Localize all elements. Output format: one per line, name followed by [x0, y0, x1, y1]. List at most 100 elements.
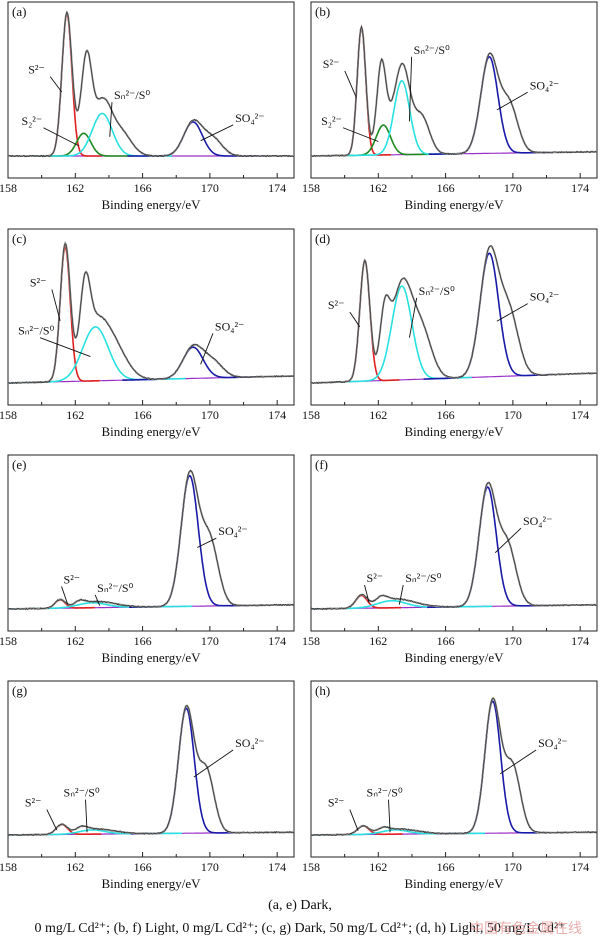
panel-label: (b)	[315, 4, 330, 19]
peak-label: SO₄²⁻	[235, 111, 264, 125]
x-tick-label: 162	[369, 860, 387, 874]
label-leader-line	[388, 799, 391, 833]
label-leader-line	[496, 91, 528, 111]
peak-label: S²⁻	[323, 57, 340, 71]
envelope-line	[8, 704, 294, 836]
x-axis-label: Binding energy/eV	[404, 876, 504, 891]
panel-label: (d)	[315, 231, 330, 246]
x-tick-label: 174	[268, 408, 286, 422]
peak-sn	[331, 285, 472, 384]
x-tick-label: 162	[369, 181, 387, 195]
label-leader-line	[496, 303, 528, 322]
peak-sn	[31, 112, 172, 157]
peak-label: S²⁻	[30, 275, 47, 289]
figure-caption-line-2: 0 mg/L Cd²⁺; (b, f) Light, 0 mg/L Cd²⁺; …	[34, 921, 566, 936]
x-tick-label: 162	[369, 634, 387, 648]
label-leader-line	[398, 584, 404, 605]
peak-so4	[423, 252, 555, 380]
x-tick-label: 158	[302, 181, 320, 195]
label-leader-line	[197, 537, 217, 548]
panel-g: 158 162 166 170 174 Binding energy/eV (g) S²⁻ Sₙ…	[0, 680, 295, 891]
x-tick-label: 174	[268, 181, 286, 195]
x-tick-label: 158	[0, 634, 17, 648]
peak-label: S₂²⁻	[321, 114, 342, 128]
peak-label: Sₙ²⁻/S⁰	[367, 786, 403, 800]
peak-s2	[329, 258, 400, 384]
x-axis-label: Binding energy/eV	[101, 424, 201, 439]
x-tick-label: 170	[504, 408, 522, 422]
label-leader-line	[61, 586, 69, 605]
x-tick-label: 174	[268, 634, 286, 648]
peak-label: Sₙ²⁻/S⁰	[405, 571, 441, 585]
label-leader-line	[85, 799, 88, 833]
peak-label: S²⁻	[328, 796, 345, 810]
label-leader-line	[494, 527, 522, 554]
panel-h: 158 162 166 170 174 Binding energy/eV (h) S²⁻ Sₙ…	[302, 680, 598, 891]
raw-data-line	[310, 25, 598, 158]
plot-frame	[7, 454, 295, 632]
x-tick-label: 158	[0, 408, 17, 422]
plot-frame	[310, 680, 598, 858]
peak-label: SO₄²⁻	[530, 290, 559, 304]
label-leader-line	[408, 297, 418, 338]
x-axis-label: Binding energy/eV	[404, 197, 504, 212]
x-axis-label: Binding energy/eV	[404, 650, 504, 665]
x-axis-label: Binding energy/eV	[101, 650, 201, 665]
x-tick-label: 174	[571, 634, 589, 648]
plot-frame	[7, 1, 295, 179]
x-tick-label: 170	[201, 860, 219, 874]
label-leader-line	[193, 749, 234, 778]
peak-label: Sₙ²⁻/S⁰	[97, 581, 133, 595]
peak-label: Sₙ²⁻/S⁰	[414, 43, 450, 57]
label-leader-line	[500, 749, 537, 775]
peak-label: Sₙ²⁻/S⁰	[18, 324, 54, 338]
panel-label: (c)	[12, 231, 26, 246]
watermark: 中国有色金属在线	[470, 921, 582, 937]
x-tick-label: 158	[302, 634, 320, 648]
peak-label: SO₄²⁻	[218, 524, 247, 538]
x-tick-label: 166	[134, 181, 152, 195]
peak-so4	[127, 121, 258, 157]
x-tick-label: 174	[571, 181, 589, 195]
x-tick-label: 158	[302, 408, 320, 422]
panel-label: (a)	[12, 4, 26, 19]
peak-label: S²⁻	[25, 796, 42, 810]
peak-label: S²⁻	[64, 572, 81, 586]
envelope-line	[311, 481, 598, 610]
x-tick-label: 170	[201, 634, 219, 648]
panel-a: 158 162 166 170 174 Binding energy/eV (a) S²⁻ S₂…	[0, 1, 295, 212]
label-leader-line	[364, 584, 370, 603]
peak-so4	[437, 699, 548, 835]
raw-data-line	[310, 697, 598, 837]
label-leader-line	[344, 70, 357, 98]
peak-so4	[427, 486, 548, 609]
x-tick-label: 170	[201, 408, 219, 422]
x-tick-label: 166	[437, 634, 455, 648]
label-leader-line	[39, 337, 91, 357]
raw-data-line	[7, 469, 295, 611]
x-axis-label: Binding energy/eV	[101, 876, 201, 891]
panel-d: 158 162 166 170 174 Binding energy/eV (d) S²⁻ Sₙ…	[302, 228, 598, 439]
x-tick-label: 166	[134, 634, 152, 648]
peak-label: SO₄²⁻	[538, 736, 567, 750]
x-tick-label: 170	[201, 181, 219, 195]
label-leader-line	[94, 594, 101, 606]
raw-data-line	[7, 243, 295, 385]
x-tick-label: 170	[504, 634, 522, 648]
raw-data-line	[7, 705, 295, 837]
figure-caption-line-1: (a, e) Dark,	[268, 898, 332, 913]
label-leader-line	[200, 333, 214, 365]
label-leader-line	[51, 289, 61, 321]
envelope-line	[311, 697, 597, 836]
label-leader-line	[349, 809, 359, 831]
x-axis-label: Binding energy/eV	[404, 424, 504, 439]
peak-label: SO₄²⁻	[235, 736, 264, 750]
peak-so4	[428, 55, 550, 155]
panel-e: 158 162 166 170 174 Binding energy/eV (e) S²⁻ Sₙ…	[0, 454, 295, 665]
x-tick-label: 162	[369, 408, 387, 422]
plot-frame	[310, 228, 598, 406]
x-tick-label: 166	[437, 408, 455, 422]
plot-frame	[7, 680, 295, 858]
x-tick-label: 166	[134, 408, 152, 422]
